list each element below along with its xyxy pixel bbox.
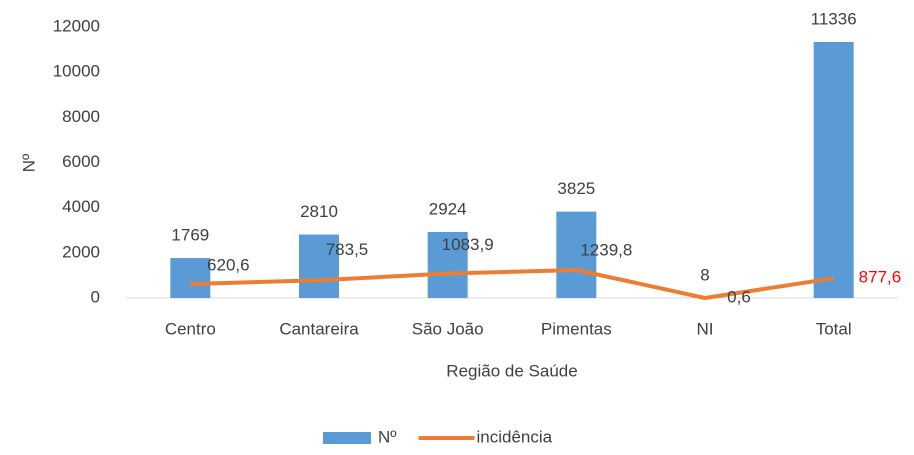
bar-value-label: 2810 xyxy=(300,202,338,221)
y-tick-label: 6000 xyxy=(62,152,100,171)
legend-swatch xyxy=(323,432,371,444)
y-axis-title: Nº xyxy=(19,154,38,173)
x-tick-label: Total xyxy=(816,319,852,338)
bar-value-label: 11336 xyxy=(811,9,857,28)
bar xyxy=(814,42,854,298)
y-tick-label: 10000 xyxy=(53,62,100,81)
x-tick-label: São João xyxy=(412,319,484,338)
y-tick-label: 2000 xyxy=(62,242,100,261)
line-value-label: 620,6 xyxy=(207,255,250,274)
bar-value-label: 1769 xyxy=(171,226,209,245)
x-tick-label: NI xyxy=(697,319,714,338)
x-tick-label: Pimentas xyxy=(541,319,612,338)
y-tick-label: 12000 xyxy=(53,16,100,35)
bar-value-label: 2924 xyxy=(429,199,467,218)
legend-label: Nº xyxy=(378,427,397,446)
line-value-label: 877,6 xyxy=(859,268,902,287)
bar xyxy=(170,258,210,298)
bar-value-label: 8 xyxy=(700,265,709,284)
y-tick-label: 8000 xyxy=(62,107,100,126)
legend-label: incidência xyxy=(477,427,553,446)
line-value-label: 1083,9 xyxy=(442,235,494,254)
x-tick-label: Cantareira xyxy=(279,319,359,338)
y-tick-label: 0 xyxy=(91,287,100,306)
line-value-label: 783,5 xyxy=(326,240,369,259)
y-tick-label: 4000 xyxy=(62,197,100,216)
line-value-label: 1239,8 xyxy=(580,240,632,259)
x-axis-title: Região de Saúde xyxy=(446,361,577,380)
line-value-label: 0,6 xyxy=(727,287,751,306)
bar-value-label: 3825 xyxy=(557,179,595,198)
x-tick-label: Centro xyxy=(165,319,216,338)
